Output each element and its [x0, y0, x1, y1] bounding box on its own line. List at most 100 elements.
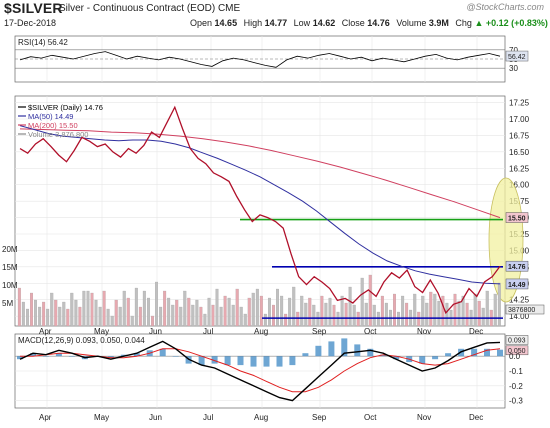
macd-histogram-bar — [484, 348, 490, 357]
macd-histogram-bar — [393, 356, 400, 360]
volume-bar — [288, 297, 292, 327]
macd-histogram-bar — [17, 356, 23, 360]
volume-bar — [405, 302, 409, 327]
volume-bar — [142, 290, 146, 327]
panel-frame-1 — [14, 95, 506, 327]
volume-bar — [397, 311, 401, 327]
volume-tick-label: 20M — [2, 245, 18, 254]
macd-histogram-bar — [367, 348, 374, 357]
macd-tick-label: -0.1 — [509, 367, 523, 376]
volume-bar — [348, 286, 352, 327]
volume-bar — [316, 311, 320, 327]
volume-bar — [179, 306, 183, 327]
volume-value-badge — [505, 304, 545, 315]
volume-bar — [393, 293, 397, 327]
volume-bar — [340, 295, 344, 327]
price-value-badge-text: 15.50 — [508, 216, 526, 223]
volume-bar — [58, 306, 62, 327]
volume-bar — [352, 304, 356, 327]
volume-bar — [78, 306, 82, 327]
macd-histogram-bar — [198, 356, 205, 366]
price-tick-label: 14.00 — [509, 312, 530, 321]
volume-bar — [227, 297, 231, 327]
price-tick-label: 16.75 — [509, 131, 530, 140]
volume-value: 3.9M — [428, 18, 449, 28]
volume-bar — [138, 306, 142, 327]
volume-bar — [62, 301, 66, 327]
volume-bar — [417, 311, 421, 327]
close-value: 14.76 — [367, 18, 390, 28]
macd-histogram-bar — [159, 348, 166, 357]
macd-value-badge-text: 0.093 — [508, 337, 526, 344]
price-tick-label: 17.00 — [509, 115, 530, 124]
volume-bar — [66, 308, 70, 327]
volume-bar — [280, 295, 284, 327]
macd-month-label: Sep — [312, 413, 327, 422]
macd-histogram-bar — [497, 349, 503, 357]
macd-month-label: Oct — [364, 413, 377, 422]
price-value-badge — [505, 260, 529, 272]
volume-bar — [372, 304, 376, 327]
volume-bar — [433, 293, 437, 327]
price-value-badge — [505, 212, 529, 223]
price-month-label: Nov — [417, 327, 431, 336]
volume-bar — [207, 297, 211, 327]
contract-subtitle: Silver - Continuous Contract (EOD) CME — [59, 3, 240, 14]
quote-summary: Open 14.65 High 14.77 Low 14.62 Close 14… — [190, 18, 548, 28]
volume-bar — [102, 290, 106, 327]
volume-label: Volume — [396, 18, 427, 28]
volume-bar — [247, 297, 251, 327]
volume-bar — [239, 306, 243, 327]
price-tick-label: 16.50 — [509, 148, 530, 157]
volume-tick-label: 5M — [2, 299, 13, 308]
macd-histogram-bar — [133, 353, 140, 357]
macd-tick-label: -0.3 — [509, 397, 523, 406]
macd-histogram-bar — [341, 338, 348, 357]
legend-entry: MA(200) 15.50 — [28, 121, 78, 130]
volume-bar — [30, 292, 34, 327]
volume-bar — [441, 295, 445, 327]
exchange-text: CME — [217, 3, 241, 14]
volume-bar — [429, 291, 433, 327]
volume-bar — [360, 277, 364, 327]
macd-histogram-bar — [107, 356, 114, 358]
volume-bar — [300, 295, 304, 327]
macd-histogram-bar — [380, 354, 387, 357]
volume-bar — [401, 295, 405, 327]
macd-value-badge-text: 0.050 — [508, 348, 526, 355]
volume-bar — [445, 302, 449, 327]
macd-line — [19, 340, 501, 402]
volume-bar — [94, 299, 98, 327]
volume-bar — [163, 290, 167, 327]
macd-histogram-bar — [302, 353, 309, 357]
macd-histogram-bar — [328, 341, 335, 357]
ma200-line — [19, 128, 501, 219]
volume-bar — [413, 293, 417, 327]
volume-bar — [110, 315, 114, 327]
price-month-label: Apr — [39, 327, 52, 336]
volume-bar — [33, 299, 37, 327]
volume-tick-label: 15M — [2, 263, 18, 272]
rsi-title: RSI(14) 56.42 — [18, 38, 68, 47]
macd-histogram-bar — [211, 356, 218, 364]
volume-bar — [344, 302, 348, 327]
close-label: Close — [341, 18, 365, 28]
volume-bar — [118, 306, 122, 327]
volume-bar — [481, 307, 485, 327]
macd-histogram-bar — [419, 356, 426, 364]
volume-bar — [243, 313, 247, 327]
macd-histogram-bar — [276, 356, 283, 367]
macd-histogram-bar — [471, 348, 478, 357]
volume-bar — [223, 295, 227, 327]
macd-histogram-bar — [68, 356, 75, 357]
open-value: 14.65 — [214, 18, 238, 28]
macd-month-label: Aug — [254, 413, 268, 422]
volume-bar — [167, 297, 171, 327]
macd-histogram-bar — [289, 356, 296, 366]
symbol-title: $SILVER — [4, 0, 63, 16]
macd-month-label: Dec — [469, 413, 483, 422]
volume-bar — [211, 304, 215, 327]
chart-date: 17-Dec-2018 — [4, 18, 57, 28]
volume-bar — [368, 274, 372, 327]
